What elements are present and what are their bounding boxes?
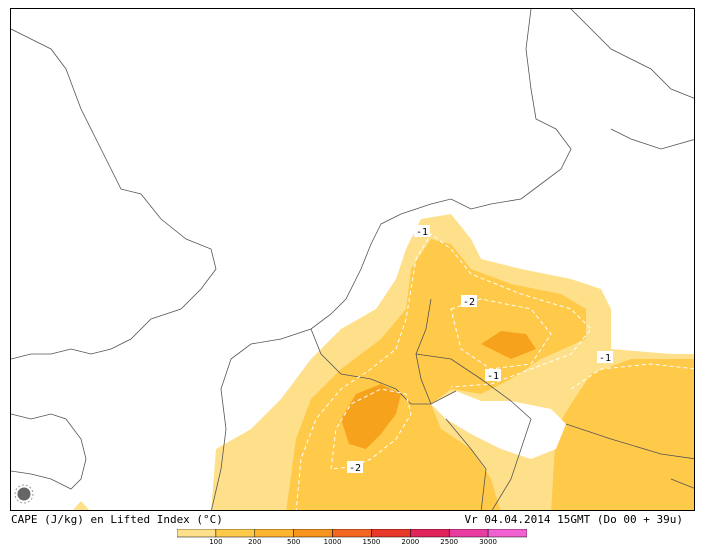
legend-tick-label: 500	[286, 538, 301, 546]
legend-tick-label: 2500	[440, 538, 459, 546]
legend-tick-label: 2000	[401, 538, 420, 546]
cape-legend-bar	[177, 529, 527, 538]
legend-tick-label: 3000	[479, 538, 498, 546]
legend-swatch	[254, 529, 294, 538]
weather-map: -1 -2 -1 -1 -2	[10, 8, 695, 511]
legend-tick-label: 200	[248, 538, 262, 546]
alpine-gap	[431, 391, 566, 459]
contour-label: -1	[487, 371, 499, 382]
cape-area-500-east	[481, 331, 536, 359]
lifted-index-contours	[295, 233, 694, 510]
legend-swatch	[410, 529, 450, 538]
contour-label-group: -1 -2 -1 -1 -2	[347, 225, 613, 474]
contour-label: -2	[463, 297, 475, 308]
legend-swatch	[215, 529, 256, 538]
legend-tick-label: 1500	[362, 538, 381, 546]
cape-area-500-west	[341, 384, 401, 449]
legend-swatch	[448, 529, 489, 538]
contour-label: -1	[599, 353, 611, 364]
cape-area-100-small	[72, 501, 90, 510]
legend-swatch	[293, 529, 333, 538]
legend-swatch	[487, 529, 527, 538]
legend-tick-label: 1000	[323, 538, 342, 546]
coastlines	[11, 9, 694, 510]
cape-area-200-east	[551, 359, 694, 510]
contour-label: -2	[349, 463, 361, 474]
map-caption-right: Vr 04.04.2014 15GMT (Do 00 + 39u)	[464, 513, 683, 526]
contour-label: -1	[416, 227, 428, 238]
legend-swatch	[177, 529, 217, 538]
legend-swatch	[371, 529, 411, 538]
sun-logo-icon	[14, 484, 34, 504]
map-canvas: -1 -2 -1 -1 -2	[11, 9, 694, 510]
map-caption-left: CAPE (J/kg) en Lifted Index (°C)	[11, 513, 223, 526]
legend-tick-label: 100	[209, 538, 223, 546]
legend-swatch	[332, 529, 372, 538]
